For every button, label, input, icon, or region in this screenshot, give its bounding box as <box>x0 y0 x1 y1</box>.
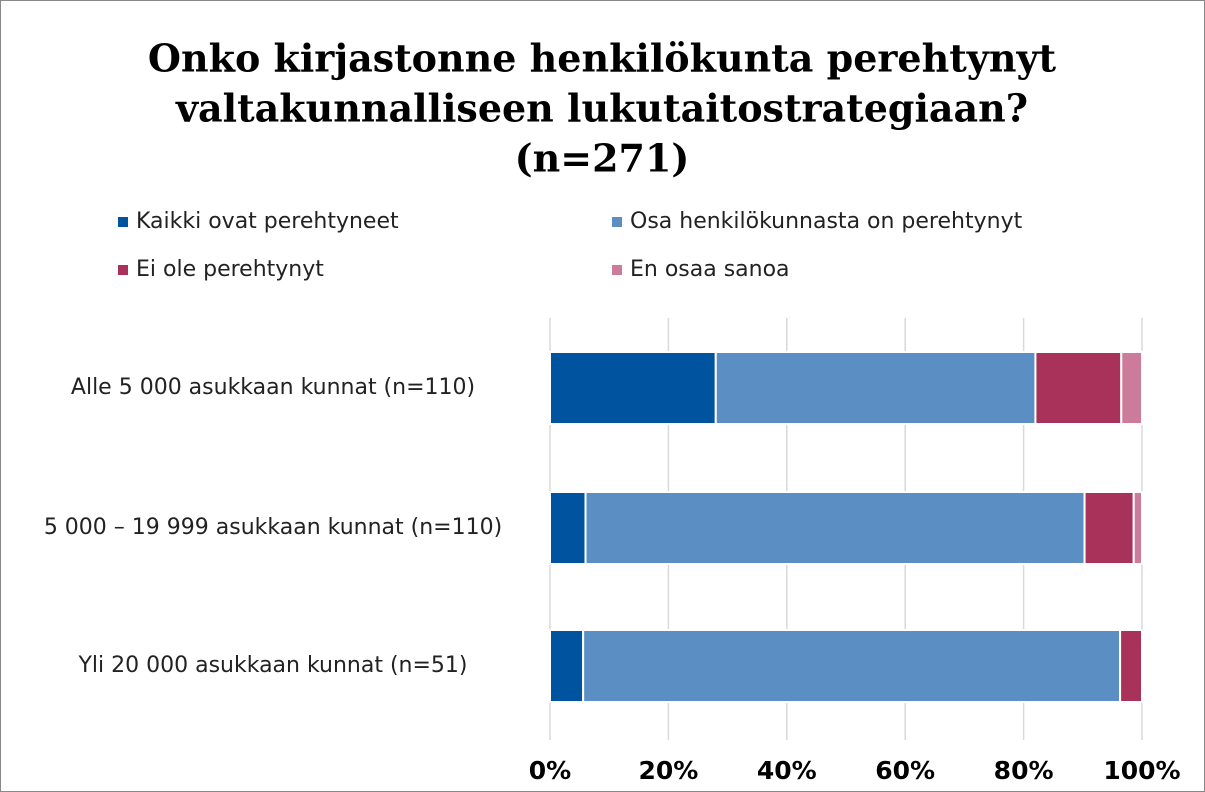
x-tick-label: 80% <box>994 756 1054 785</box>
bar-segment <box>549 351 717 425</box>
bar-segment <box>1120 351 1144 425</box>
bar-segment <box>549 629 585 703</box>
legend-swatch <box>118 217 128 227</box>
y-tick-label: Alle 5 000 asukkaan kunnat (n=110) <box>70 375 476 400</box>
x-tick-label: 100% <box>1103 756 1180 785</box>
bar-segment <box>1132 491 1144 565</box>
legend-label: Osa henkilökunnasta on perehtynyt <box>630 209 1023 234</box>
chart-title: valtakunnalliseen lukutaitostrategiaan? <box>175 86 1028 131</box>
legend-swatch <box>118 265 128 275</box>
bar-segment <box>1034 351 1123 425</box>
x-tick-label: 60% <box>875 756 935 785</box>
legend-label: Ei ole perehtynyt <box>136 257 324 282</box>
bar-segment <box>1083 491 1135 565</box>
legend-label: En osaa sanoa <box>630 257 790 282</box>
x-tick-label: 40% <box>757 756 817 785</box>
x-tick-label: 0% <box>529 756 571 785</box>
bar-segment <box>714 351 1037 425</box>
legend-swatch <box>612 265 622 275</box>
y-tick-label: 5 000 – 19 999 asukkaan kunnat (n=110) <box>43 515 503 540</box>
bar-segment <box>549 491 587 565</box>
chart-title: Onko kirjastonne henkilökunta perehtynyt <box>148 36 1057 81</box>
bar-segment <box>582 629 1122 703</box>
legend-swatch <box>612 217 622 227</box>
x-tick-label: 20% <box>638 756 698 785</box>
y-tick-label: Yli 20 000 asukkaan kunnat (n=51) <box>78 653 468 678</box>
bar-segment <box>1119 629 1143 703</box>
chart-title: (n=271) <box>515 136 690 181</box>
legend-label: Kaikki ovat perehtyneet <box>136 209 399 234</box>
bar-segment <box>584 491 1086 565</box>
